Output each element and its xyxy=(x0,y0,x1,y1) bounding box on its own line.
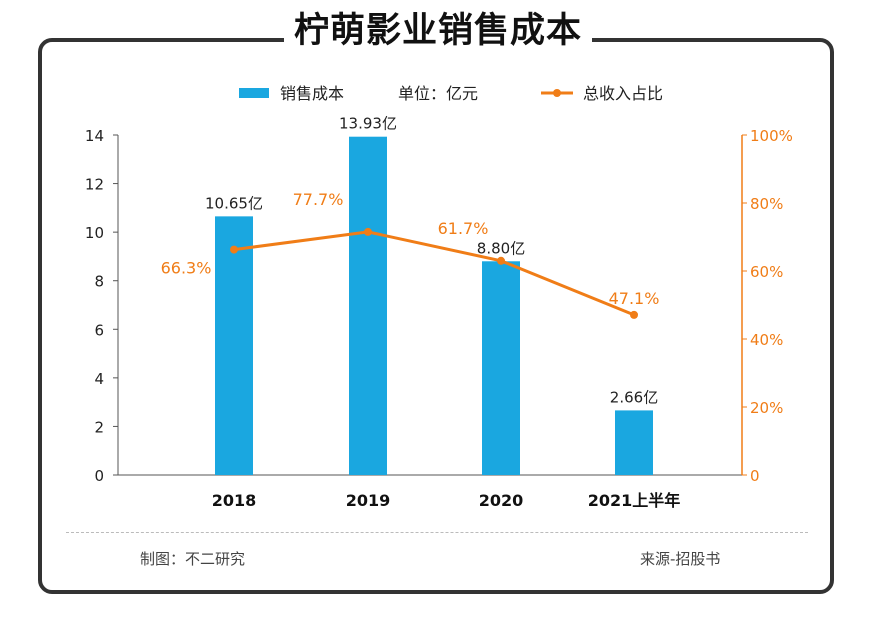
y2-tick-label: 100% xyxy=(750,127,793,145)
y-tick-label: 4 xyxy=(94,370,104,388)
y-tick-label: 0 xyxy=(94,467,104,485)
x-tick-label: 2018 xyxy=(212,491,257,510)
y-tick-label: 8 xyxy=(94,273,104,291)
ratio-data-label: 47.1% xyxy=(609,289,660,308)
ratio-point xyxy=(364,227,372,236)
legend-swatch-bar xyxy=(239,88,269,98)
ratio-point xyxy=(630,310,638,319)
y2-tick-label: 60% xyxy=(750,263,783,281)
unit-label: 单位：亿元 xyxy=(398,84,478,103)
bar-data-label: 13.93亿 xyxy=(339,115,397,133)
ratio-line xyxy=(233,230,635,317)
ratio-point xyxy=(230,245,238,254)
footer-divider xyxy=(66,532,808,533)
bar xyxy=(615,410,653,475)
y-tick-label: 14 xyxy=(85,127,104,145)
y-tick-label: 6 xyxy=(94,321,104,339)
bar xyxy=(215,216,253,475)
bar xyxy=(482,261,520,475)
ratio-data-label: 77.7% xyxy=(293,190,344,209)
bar-data-label: 10.65亿 xyxy=(205,194,263,212)
y2-tick-label: 0 xyxy=(750,467,760,485)
y2-tick-label: 80% xyxy=(750,195,783,213)
ratio-data-label: 61.7% xyxy=(438,219,489,238)
legend-swatch-dot xyxy=(553,89,561,97)
credit-text: 制图：不二研究 xyxy=(140,550,246,568)
ratio-point xyxy=(497,256,505,265)
y2-tick-label: 40% xyxy=(750,331,783,349)
ratio-data-label: 66.3% xyxy=(161,259,212,278)
y2-tick-label: 20% xyxy=(750,399,783,417)
y-tick-label: 12 xyxy=(85,176,104,194)
y-tick-label: 2 xyxy=(94,418,104,436)
y-tick-label: 10 xyxy=(85,224,104,242)
bar xyxy=(349,136,387,475)
source-text: 来源-招股书 xyxy=(640,550,721,568)
x-tick-label: 2019 xyxy=(346,491,391,510)
bar-data-label: 8.80亿 xyxy=(477,239,525,257)
legend-label-bar: 销售成本 xyxy=(280,84,344,103)
legend-label-line: 总收入占比 xyxy=(583,84,663,103)
x-tick-label: 2020 xyxy=(479,491,524,510)
x-tick-label: 2021上半年 xyxy=(588,491,681,510)
bar-data-label: 2.66亿 xyxy=(610,388,658,406)
